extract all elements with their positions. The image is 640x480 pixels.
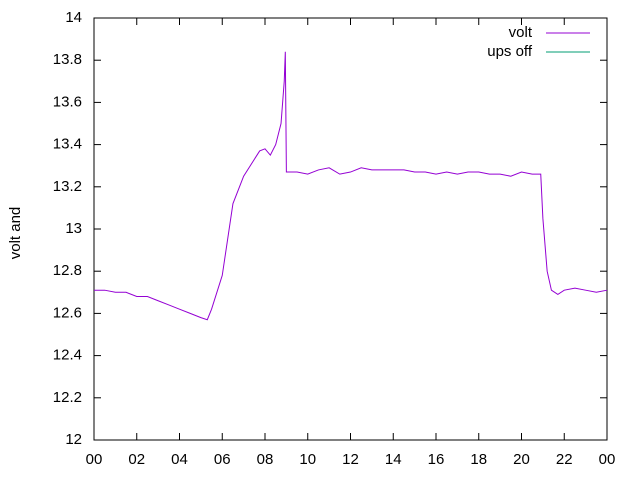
x-tick-label: 00 [599,451,616,468]
x-tick-label: 18 [470,451,487,468]
y-tick-label: 13 [65,220,82,237]
y-tick-label: 13.8 [53,51,82,68]
x-tick-label: 10 [299,451,316,468]
x-tick-label: 08 [257,451,274,468]
y-tick-label: 13.6 [53,93,82,110]
legend-label: volt [509,24,533,41]
x-tick-label: 04 [171,451,188,468]
x-tick-label: 16 [428,451,445,468]
legend-label: ups off [487,43,533,60]
y-tick-label: 14 [65,9,82,26]
x-tick-label: 12 [342,451,359,468]
y-tick-label: 12 [65,431,82,448]
y-tick-label: 12.8 [53,262,82,279]
x-tick-label: 20 [513,451,530,468]
plot-frame [93,17,608,441]
x-tick-label: 14 [385,451,402,468]
y-tick-label: 12.2 [53,389,82,406]
y-tick-label: 12.4 [53,347,82,364]
y-axis-label: volt and [7,207,24,260]
y-tick-label: 13.4 [53,136,82,153]
x-tick-label: 06 [214,451,231,468]
x-tick-label: 02 [128,451,145,468]
x-tick-label: 22 [556,451,573,468]
y-tick-label: 13.2 [53,178,82,195]
x-tick-label: 00 [86,451,103,468]
data-line [94,51,608,321]
y-tick-label: 12.6 [53,304,82,321]
